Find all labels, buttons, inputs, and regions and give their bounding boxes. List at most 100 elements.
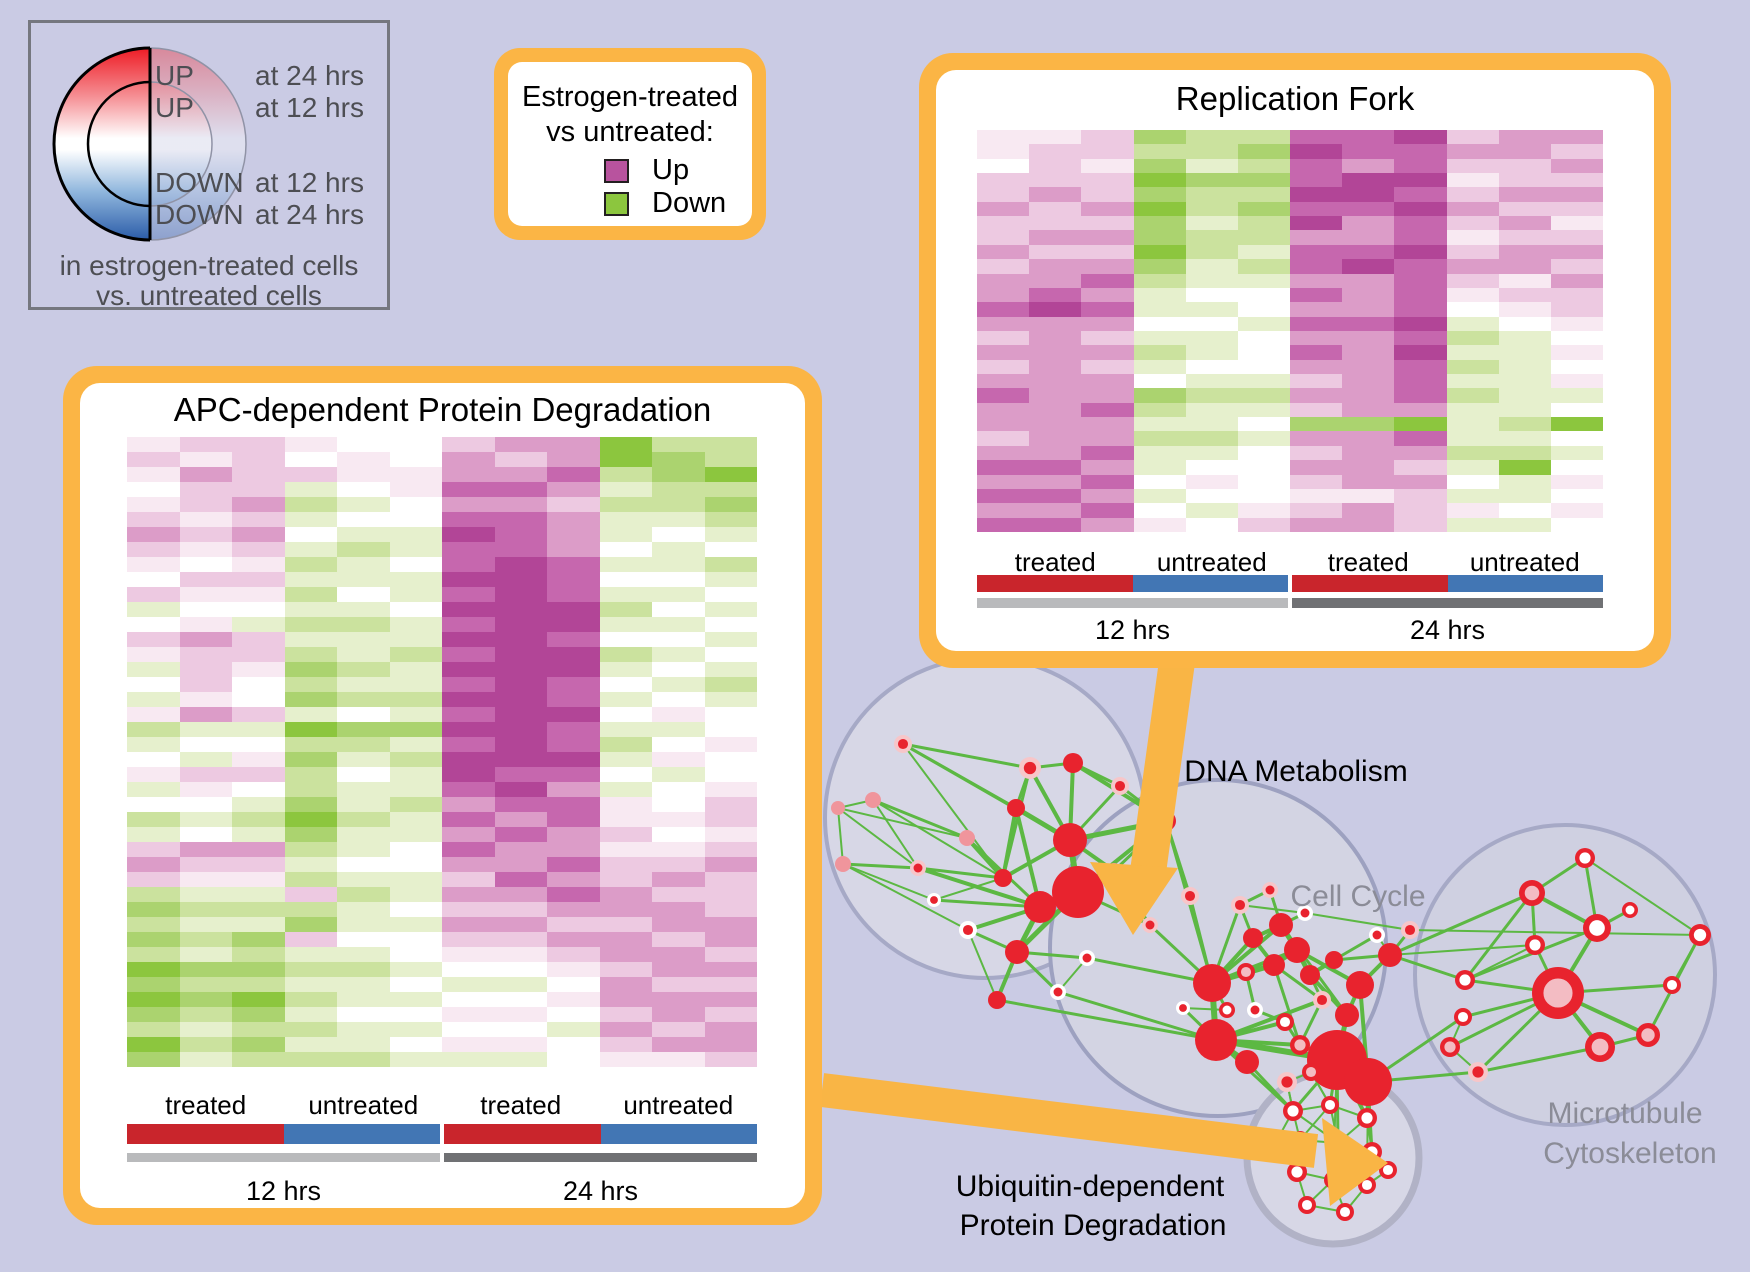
repfork-group-untreated-12: untreated: [1156, 547, 1267, 577]
heatmap-cell: [1342, 488, 1395, 504]
heatmap-cell: [127, 842, 180, 857]
heatmap-cell: [1133, 173, 1186, 188]
heatmap-cell: [337, 947, 390, 962]
heatmap-cell: [442, 527, 495, 542]
network-node-core: [1529, 939, 1541, 951]
apc-time-24: 24 hrs: [562, 1176, 639, 1206]
heatmap-cell: [232, 917, 285, 932]
network-node: [1195, 1019, 1237, 1061]
heatmap-cell: [337, 632, 390, 647]
heatmap-cell: [1342, 402, 1395, 418]
heatmap-cell: [284, 512, 337, 527]
heatmap-cell: [977, 173, 1030, 188]
heatmap-cell: [179, 467, 232, 482]
heatmap-cell: [1290, 144, 1343, 159]
heatmap-cell: [1029, 359, 1082, 375]
heatmap-cell: [977, 359, 1030, 375]
heatmap-cell: [1237, 445, 1290, 461]
heatmap-cell: [337, 587, 390, 602]
network-node-core: [1179, 1004, 1187, 1012]
heatmap-cell: [127, 737, 180, 752]
heatmap-cell: [1185, 230, 1238, 245]
heatmap-cell: [284, 752, 337, 767]
network-edge: [902, 742, 1071, 842]
heatmap-cell: [232, 632, 285, 647]
heatmap-cell: [599, 782, 652, 797]
heatmap-cell: [1185, 488, 1238, 504]
network-node-core: [1361, 1112, 1373, 1124]
heatmap-cell: [389, 692, 442, 707]
network-node-core: [1543, 978, 1573, 1008]
down-swatch-label: Down: [652, 187, 727, 219]
heatmap-cell: [1446, 474, 1499, 489]
heatmap-cell: [547, 1022, 600, 1037]
heatmap-cell: [599, 662, 652, 677]
heatmap-cell: [1029, 445, 1082, 461]
heatmap-cell: [337, 1052, 390, 1067]
heatmap-cell: [232, 977, 285, 992]
heatmap-cell: [494, 452, 547, 467]
untreated-bar: [600, 1124, 757, 1144]
heatmap-cell: [1029, 345, 1082, 360]
heatmap-cell: [1133, 488, 1186, 504]
heatmap-cell: [442, 602, 495, 617]
heatmap-cell: [389, 917, 442, 932]
heatmap-cell: [442, 947, 495, 962]
cluster-label-3: Cytoskeleton: [1543, 1137, 1717, 1170]
network-node-core: [1524, 885, 1540, 901]
heatmap-cell: [547, 692, 600, 707]
heatmap-cell: [179, 962, 232, 977]
heatmap-cell: [1081, 374, 1134, 389]
heatmap-cell: [1498, 374, 1551, 389]
heatmap-cell: [389, 587, 442, 602]
network-edge: [837, 807, 844, 865]
heatmap-cell: [1342, 144, 1395, 159]
heatmap-cell: [652, 602, 705, 617]
heatmap-cell: [389, 617, 442, 632]
heatmap-cell: [179, 437, 232, 452]
heatmap-cell: [442, 662, 495, 677]
heatmap-cell: [442, 437, 495, 452]
heatmap-cell: [1290, 517, 1343, 532]
heatmap-cell: [1342, 345, 1395, 360]
heatmap-cell: [1446, 431, 1499, 446]
heatmap-cell: [284, 947, 337, 962]
network-edge: [842, 862, 919, 870]
heatmap-cell: [337, 857, 390, 872]
heatmap-cell: [179, 542, 232, 557]
heatmap-cell: [1498, 230, 1551, 245]
heatmap-cell: [704, 617, 757, 632]
heatmap-cell: [232, 857, 285, 872]
heatmap-cell: [232, 497, 285, 512]
heatmap-cell: [284, 632, 337, 647]
network-node-core: [1265, 885, 1275, 895]
heatmap-cell: [442, 692, 495, 707]
heatmap-cell: [232, 662, 285, 677]
heatmap-cell: [179, 857, 232, 872]
heatmap-cell: [704, 437, 757, 452]
network-node-core: [1324, 1099, 1336, 1111]
heatmap-cell: [977, 388, 1030, 403]
heatmap-cell: [179, 767, 232, 782]
heatmap-cell: [1133, 130, 1186, 145]
heatmap-cell: [704, 722, 757, 737]
heatmap-cell: [652, 932, 705, 947]
heatmap-cell: [389, 932, 442, 947]
heatmap-cell: [494, 947, 547, 962]
heatmap-cell: [599, 812, 652, 827]
heatmap-cell: [704, 542, 757, 557]
apc-condition-bars: [127, 1124, 757, 1144]
repfork-panel: Replication Fork treated untreated treat…: [919, 53, 1671, 668]
heatmap-cell: [1498, 316, 1551, 331]
heatmap-cell: [494, 797, 547, 812]
heatmap-cell: [1498, 273, 1551, 288]
heatmap-cell: [977, 144, 1030, 159]
estrogen-legend-box: Estrogen-treated vs untreated: Up Down: [494, 48, 766, 240]
heatmap-cell: [232, 722, 285, 737]
heatmap-cell: [284, 662, 337, 677]
heatmap-cell: [599, 857, 652, 872]
heatmap-cell: [232, 887, 285, 902]
heatmap-cell: [442, 632, 495, 647]
apc-group-untreated-24: untreated: [623, 1090, 734, 1120]
heatmap-cell: [389, 947, 442, 962]
